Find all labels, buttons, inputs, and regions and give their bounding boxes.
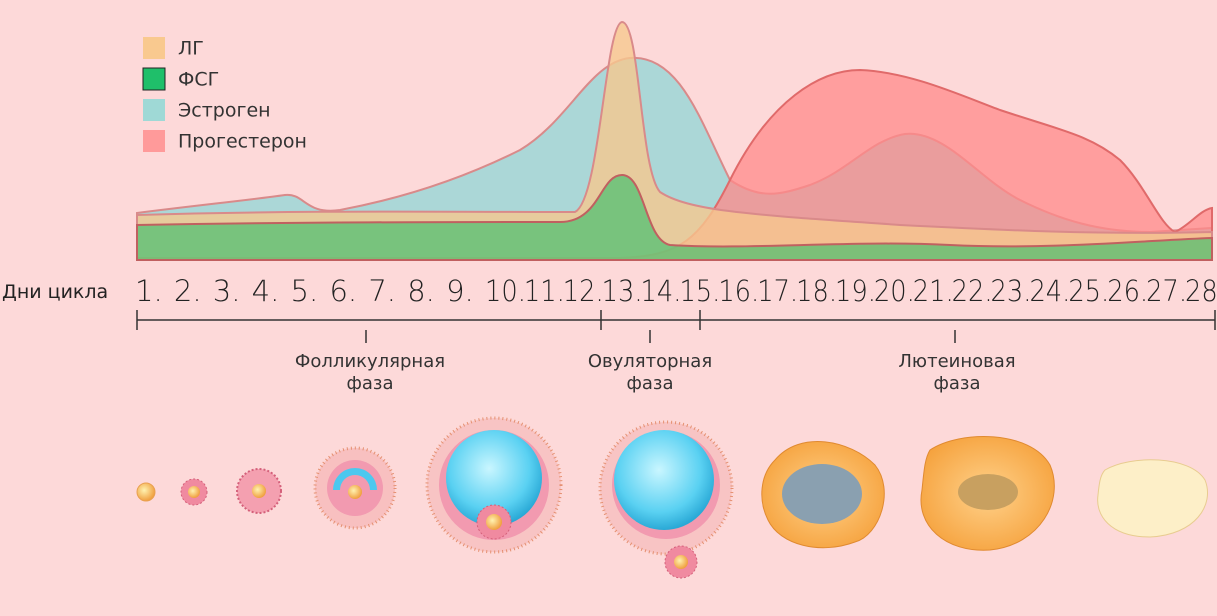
day-label: 5. <box>291 274 319 308</box>
legend-swatch <box>142 67 166 91</box>
follicles <box>136 416 1209 579</box>
day-label: 26. <box>1107 274 1148 308</box>
day-label: 10. <box>485 274 526 308</box>
day-label: 22. <box>952 274 993 308</box>
day-label: 23. <box>991 274 1032 308</box>
legend-label: Прогестерон <box>178 131 307 153</box>
day-label: 28. <box>1185 274 1217 308</box>
phase-name: фаза <box>933 373 980 394</box>
legend: ЛГ ФСГ Эстроген Прогестерон <box>142 37 307 153</box>
day-label: 13. <box>602 274 643 308</box>
legend-swatch <box>143 99 165 121</box>
fsh-curve <box>136 173 1213 261</box>
day-label: 21. <box>913 274 954 308</box>
legend-swatch <box>143 130 165 152</box>
legend-label: ЛГ <box>178 38 204 60</box>
phase-name: фаза <box>626 373 673 394</box>
phase-name: фаза <box>346 373 393 394</box>
legend-swatch <box>143 37 165 59</box>
day-label: 3. <box>213 274 241 308</box>
day-label: 4. <box>252 274 280 308</box>
day-label: 7. <box>368 274 396 308</box>
day-label: 14. <box>641 274 682 308</box>
day-label: 19. <box>835 274 876 308</box>
day-label: 8. <box>407 274 435 308</box>
days-label: Дни цикла <box>2 281 108 303</box>
day-label: 20. <box>874 274 915 308</box>
day-label: 2. <box>174 274 202 308</box>
day-label: 9. <box>446 274 474 308</box>
day-label: 17. <box>757 274 798 308</box>
phase-name: Фолликулярная <box>295 351 445 372</box>
day-label: 18. <box>796 274 837 308</box>
day-label: 11. <box>524 274 565 308</box>
day-label: 24. <box>1029 274 1070 308</box>
day-label: 16. <box>718 274 759 308</box>
day-label: 25. <box>1068 274 1109 308</box>
day-label: 15. <box>679 274 720 308</box>
legend-label: Эстроген <box>178 100 271 122</box>
phase-bracket <box>136 310 1216 343</box>
day-labels: 1. 2. 3. 4. 5. 6. 7. 8. 9. 10.11.12.13.14.15.16.1… <box>135 274 1217 308</box>
day-label: 1. <box>135 274 163 308</box>
phase-name: Лютеиновая <box>898 351 1015 372</box>
legend-label: ФСГ <box>178 69 219 91</box>
day-label: 27. <box>1146 274 1187 308</box>
hormone-curves <box>136 20 1213 261</box>
day-label: 12. <box>563 274 604 308</box>
day-label: 6. <box>329 274 357 308</box>
phase-name: Овуляторная <box>588 351 712 372</box>
progesterone-curve <box>136 68 1213 261</box>
